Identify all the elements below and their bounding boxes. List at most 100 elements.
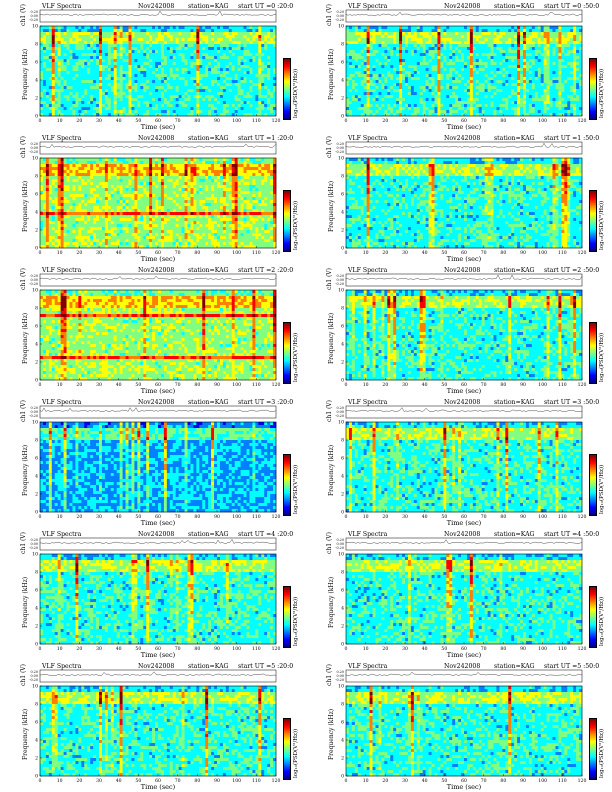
colorbar-label: log₁₀(PSD(V²/Hz)) bbox=[599, 729, 605, 778]
ch1-waveform bbox=[345, 537, 583, 551]
x-tick-label: 90 bbox=[520, 250, 526, 256]
y-tick-label: 6 bbox=[341, 192, 344, 198]
y-tick-label: 8 bbox=[35, 42, 38, 48]
plot-area: 0 10 20 30 40 50 60 70 80 90 100 110 120 0 2 4 6 8 10 0.20 0… bbox=[29, 9, 280, 124]
ch-tick-label: 0.00 bbox=[336, 542, 344, 546]
y-tick-label: 4 bbox=[341, 738, 344, 744]
colorbar bbox=[589, 454, 597, 516]
x-tick-label: 110 bbox=[252, 514, 261, 520]
x-tick-label: 110 bbox=[252, 250, 261, 256]
x-axis-title: Time (sec) bbox=[40, 519, 276, 527]
x-tick-label: 60 bbox=[461, 778, 467, 784]
x-tick-label: 10 bbox=[363, 250, 369, 256]
panel-station: station=KAG bbox=[494, 398, 535, 407]
x-tick-label: 60 bbox=[461, 118, 467, 124]
ch-tick-label: -0.20 bbox=[29, 18, 38, 22]
x-tick-label: 30 bbox=[402, 382, 408, 388]
frequency-axis-title: Frequency (kHz) bbox=[22, 181, 29, 232]
panel-start-time: start UT =4 :50:0 bbox=[544, 530, 599, 539]
ch1-waveform bbox=[39, 537, 277, 551]
colorbar bbox=[589, 586, 597, 648]
panel-title: VLF Spectra bbox=[42, 2, 81, 11]
panel-date: Nov242008 bbox=[138, 398, 174, 407]
spectrogram-svg: 0 10 20 30 40 50 60 70 80 90 100 110 120 0 2 4 6 8 10 0.200… bbox=[335, 9, 586, 124]
y-tick-label: 10 bbox=[338, 420, 344, 426]
y-tick-label: 4 bbox=[341, 474, 344, 480]
x-tick-label: 10 bbox=[57, 514, 63, 520]
x-tick-label: 110 bbox=[252, 118, 261, 124]
x-tick-label: 120 bbox=[578, 382, 587, 388]
panel-header: VLF Spectra Nov242008 station=KAG start UT … bbox=[42, 530, 293, 539]
x-tick-label: 100 bbox=[538, 382, 547, 388]
x-tick-label: 60 bbox=[155, 382, 161, 388]
x-tick-label: 0 bbox=[345, 118, 348, 124]
y-tick-label: 10 bbox=[32, 552, 38, 558]
x-tick-label: 30 bbox=[402, 118, 408, 124]
x-tick-label: 70 bbox=[481, 646, 487, 652]
y-tick-label: 2 bbox=[341, 228, 344, 234]
x-tick-label: 90 bbox=[520, 646, 526, 652]
spectrogram-panel: VLF Spectra Nov242008 station=KAG start UT … bbox=[306, 132, 612, 264]
x-axis-title: Time (sec) bbox=[346, 387, 582, 395]
ch1-axis-title: ch1 (V) bbox=[20, 532, 27, 554]
x-tick-label: 20 bbox=[76, 778, 82, 784]
x-tick-label: 60 bbox=[461, 250, 467, 256]
panel-start-time: start UT =1 :20:0 bbox=[238, 134, 293, 143]
x-tick-label: 30 bbox=[402, 250, 408, 256]
y-tick-label: 0 bbox=[341, 114, 344, 120]
ch1-axis-title: ch1 (V) bbox=[20, 4, 27, 26]
ch-tick-label: 0.20 bbox=[336, 142, 344, 146]
x-tick-label: 60 bbox=[461, 382, 467, 388]
spectrogram-svg: 0 10 20 30 40 50 60 70 80 90 100 110 120 0 2 4 6 8 10 0.200… bbox=[335, 405, 586, 520]
ch1-waveform bbox=[39, 273, 277, 287]
x-tick-label: 0 bbox=[345, 382, 348, 388]
x-tick-label: 60 bbox=[461, 514, 467, 520]
panel-title: VLF Spectra bbox=[42, 530, 81, 539]
panel-title: VLF Spectra bbox=[348, 530, 387, 539]
x-tick-label: 40 bbox=[422, 646, 428, 652]
x-tick-label: 110 bbox=[558, 778, 567, 784]
x-tick-label: 120 bbox=[272, 118, 281, 124]
x-tick-label: 40 bbox=[116, 382, 122, 388]
spectrogram-panel: VLF Spectra Nov242008 station=KAG start UT … bbox=[0, 528, 306, 660]
spectrogram-heatmap bbox=[40, 26, 277, 117]
panel-title: VLF Spectra bbox=[348, 266, 387, 275]
spectrogram-panel: VLF Spectra Nov242008 station=KAG start UT … bbox=[0, 396, 306, 528]
x-tick-label: 0 bbox=[345, 646, 348, 652]
y-tick-label: 4 bbox=[35, 474, 38, 480]
spectrogram-heatmap bbox=[346, 686, 583, 777]
ch-tick-label: 0.20 bbox=[30, 406, 38, 410]
x-tick-label: 10 bbox=[57, 778, 63, 784]
ch1-axis-title: ch1 (V) bbox=[326, 268, 333, 290]
y-tick-label: 8 bbox=[341, 42, 344, 48]
x-tick-label: 10 bbox=[57, 118, 63, 124]
x-tick-label: 20 bbox=[382, 514, 388, 520]
colorbar bbox=[589, 322, 597, 384]
y-tick-label: 4 bbox=[35, 342, 38, 348]
panel-title: VLF Spectra bbox=[42, 266, 81, 275]
ch1-waveform bbox=[39, 405, 277, 419]
plot-area: 0 10 20 30 40 50 60 70 80 90 100 110 120 0 2 4 6 8 10 0.20 0… bbox=[335, 141, 586, 256]
panel-station: station=KAG bbox=[188, 134, 229, 143]
x-tick-label: 20 bbox=[382, 118, 388, 124]
panel-start-time: start UT =0 :50:0 bbox=[544, 2, 599, 11]
x-tick-label: 80 bbox=[194, 382, 200, 388]
panel-station: station=KAG bbox=[494, 2, 535, 11]
frequency-axis-title: Frequency (kHz) bbox=[22, 49, 29, 100]
x-tick-label: 40 bbox=[116, 514, 122, 520]
x-tick-label: 20 bbox=[382, 778, 388, 784]
x-tick-label: 120 bbox=[272, 778, 281, 784]
panel-header: VLF Spectra Nov242008 station=KAG start UT … bbox=[42, 662, 293, 671]
x-axis-title: Time (sec) bbox=[40, 123, 276, 131]
y-tick-label: 8 bbox=[35, 174, 38, 180]
x-tick-label: 0 bbox=[39, 382, 42, 388]
x-tick-label: 40 bbox=[422, 778, 428, 784]
x-tick-label: 100 bbox=[538, 250, 547, 256]
frequency-axis-title: Frequency (kHz) bbox=[328, 445, 335, 496]
y-tick-label: 4 bbox=[35, 210, 38, 216]
spectrogram-svg: 0 10 20 30 40 50 60 70 80 90 100 110 120 0 2 4 6 8 10 0.200… bbox=[29, 405, 280, 520]
panel-date: Nov242008 bbox=[444, 530, 480, 539]
y-tick-label: 10 bbox=[338, 156, 344, 162]
panel-station: station=KAG bbox=[188, 2, 229, 11]
